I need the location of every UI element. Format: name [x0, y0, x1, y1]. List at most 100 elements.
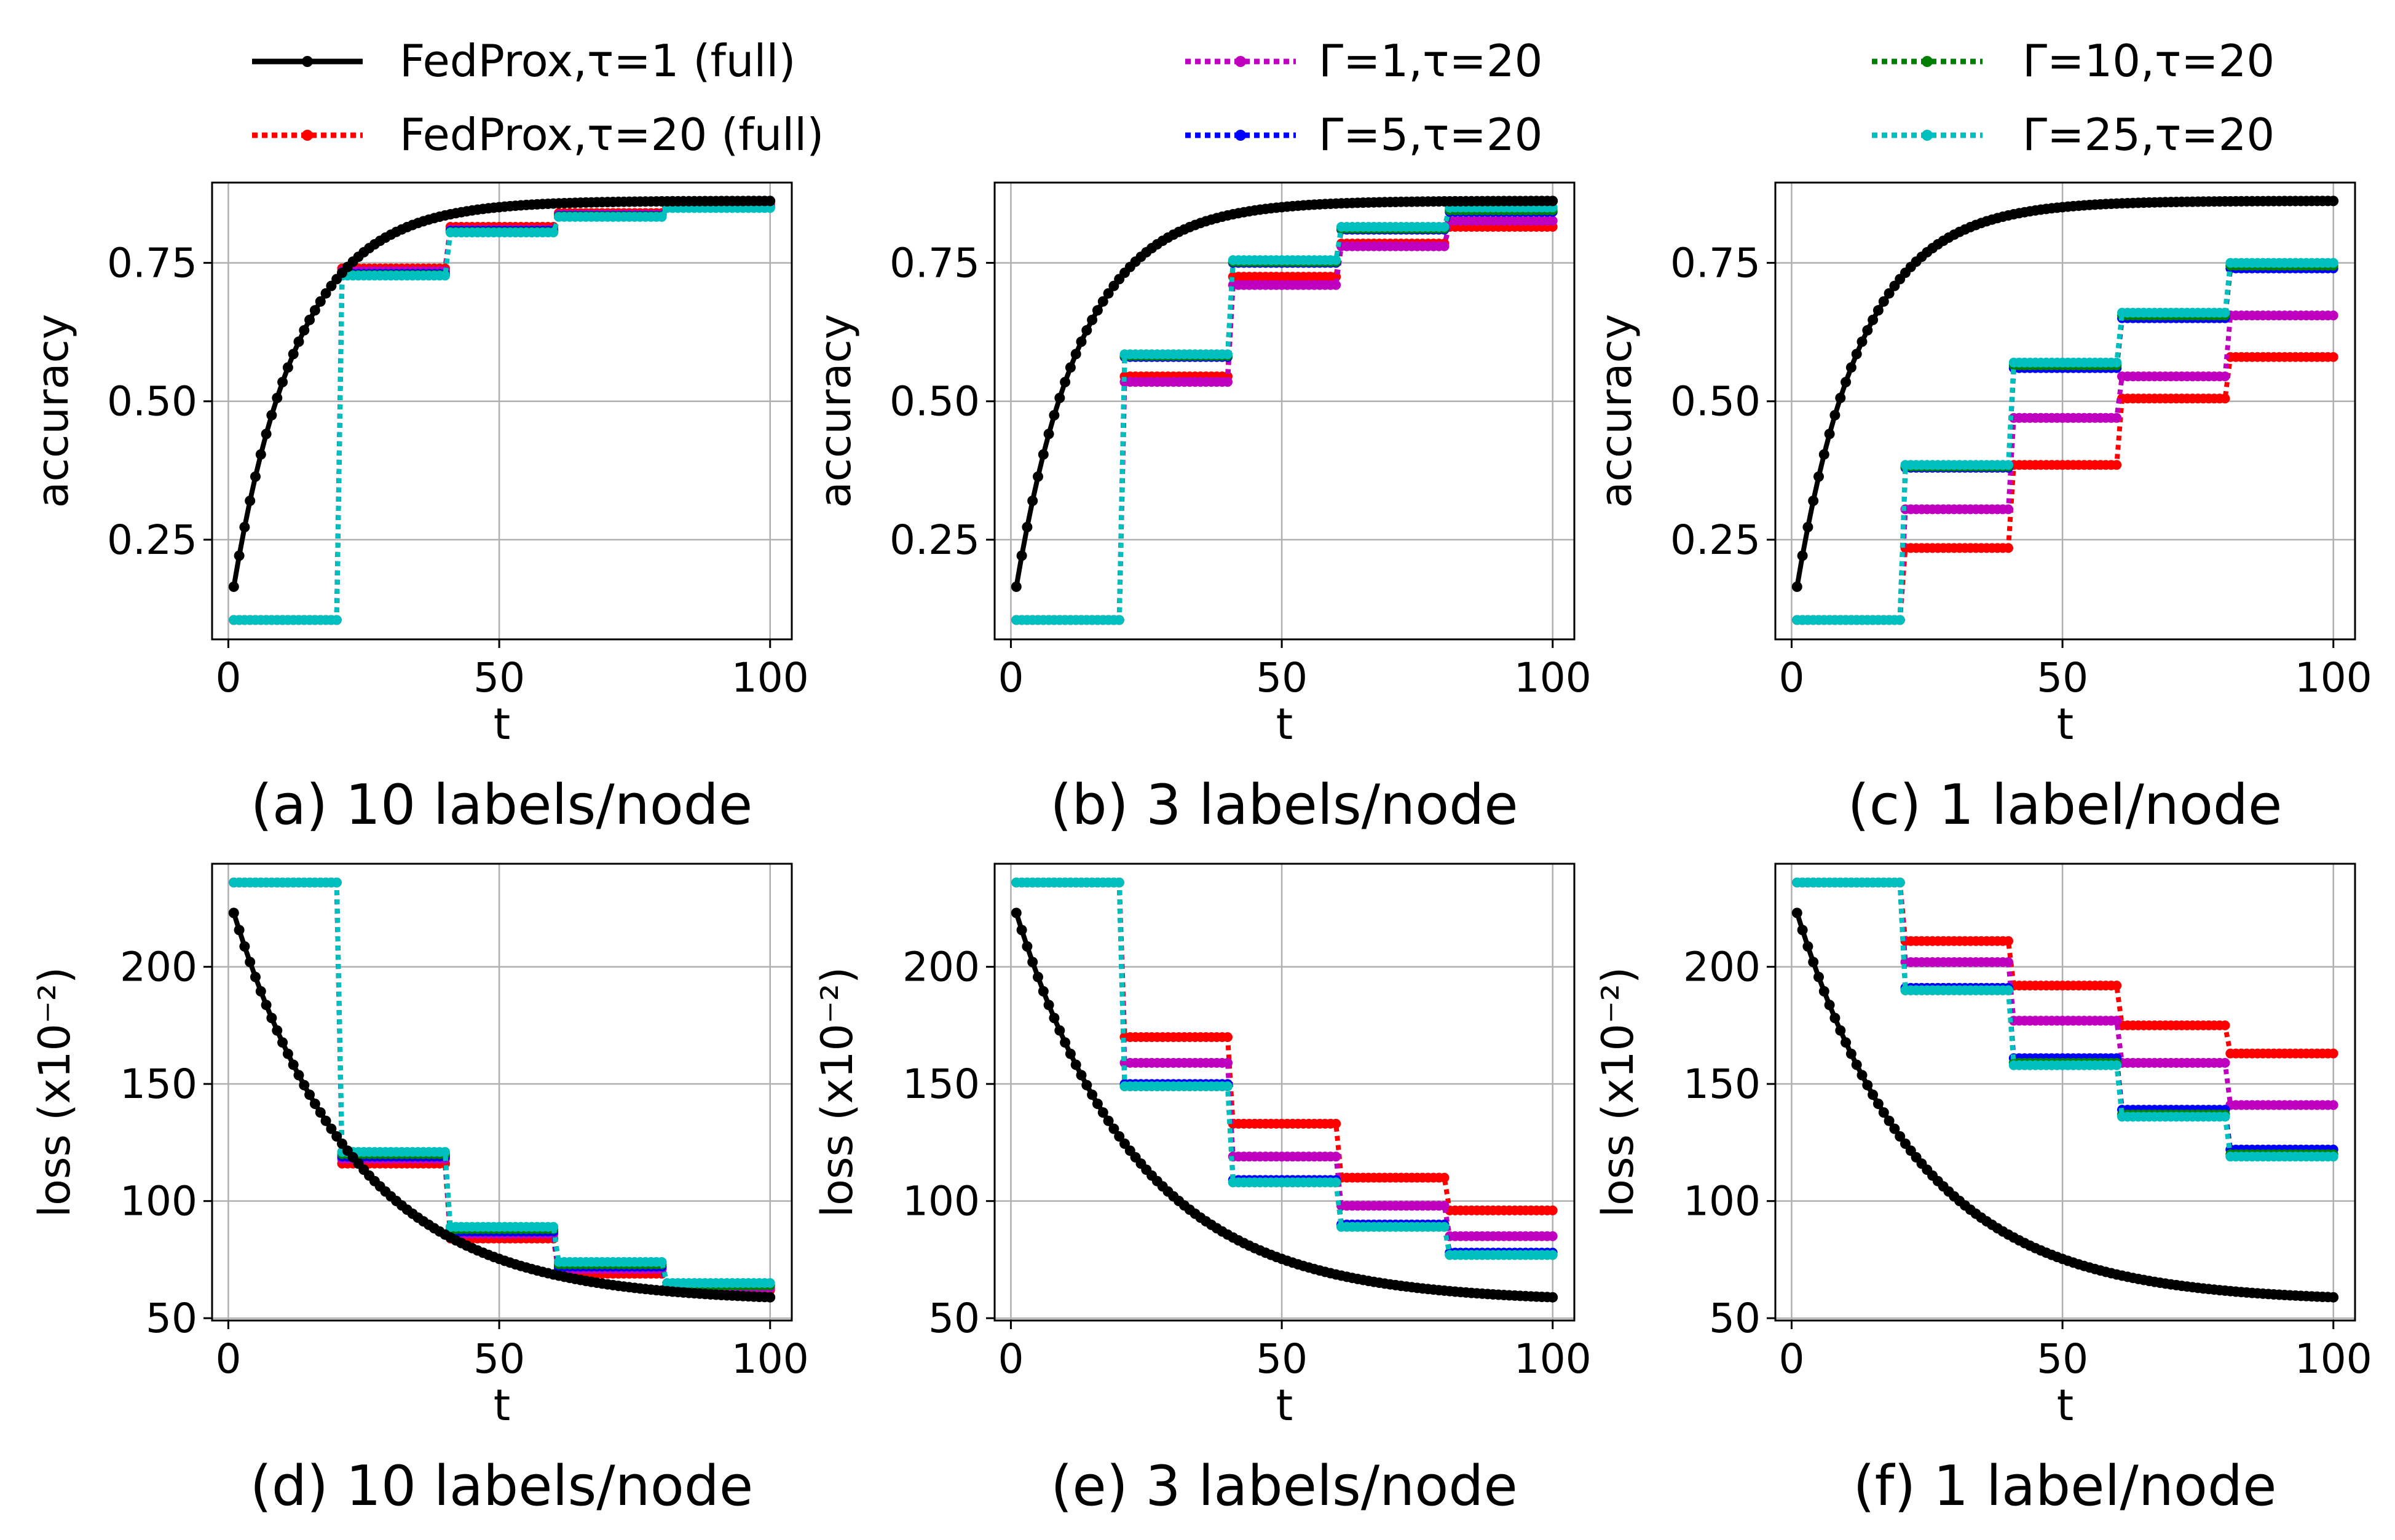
panel-b-xtick-label-0: 0 — [998, 654, 1024, 701]
panel-e-ylabel: loss (x10⁻²) — [812, 967, 862, 1218]
panel-c-point-fedprox_t1-6 — [1818, 449, 1829, 460]
panel-e-point-fedprox_t1-7 — [1043, 1000, 1054, 1011]
panel-d-point-fedprox_t1-9 — [272, 1025, 283, 1036]
panel-b-point-fedprox_t1-17 — [1097, 296, 1108, 307]
panel-f-series-g25 — [1792, 877, 2338, 1162]
panel-d-point-fedprox_t1-14 — [299, 1080, 310, 1091]
panel-f-point-fedprox_t1-2 — [1797, 925, 1808, 936]
panel-f-point-fedprox_t1-10 — [1841, 1037, 1852, 1048]
panel-c-frame — [1774, 181, 2356, 641]
panel-e-point-fedprox_t1-4 — [1027, 957, 1038, 968]
panel-e-xtick-label-2: 100 — [1514, 1335, 1592, 1383]
panel-e-point-g25-100 — [1547, 1250, 1558, 1260]
panel-b-point-g1-100 — [1547, 216, 1558, 226]
panel-d-point-fedprox_t1-15 — [304, 1089, 315, 1100]
panel-f-point-fedprox_t1-19 — [1889, 1123, 1900, 1134]
panel-d-point-g25-20 — [331, 877, 342, 888]
panel-e-point-fedprox_t20-40 — [1223, 1032, 1233, 1042]
legend-label-fedprox-t1: FedProx,τ=1 (full) — [400, 35, 796, 87]
panel-a-point-fedprox_t1-8 — [266, 409, 277, 421]
panel-f-point-fedprox_t1-14 — [1862, 1080, 1873, 1091]
panel-d-series-g25 — [229, 877, 775, 1288]
panel-d-point-fedprox_t1-18 — [320, 1115, 331, 1126]
panel-f-point-fedprox_t1-7 — [1824, 1000, 1835, 1011]
panel-b-point-fedprox_t1-11 — [1065, 362, 1076, 373]
panel-c-point-g25-20 — [1895, 615, 1905, 625]
panel-e-point-fedprox_t1-18 — [1103, 1115, 1114, 1126]
panel-b-series-fedprox_t1 — [1011, 195, 1558, 592]
panel-a: (a) 10 labels/node 0 50 100 0.25 0.50 0.75 t ac… — [28, 181, 809, 837]
panel-c-caption: (c) 1 label/node — [1848, 773, 2283, 837]
panel-e-point-fedprox_t1-3 — [1022, 941, 1033, 952]
panel-e-point-g1-100 — [1547, 1231, 1558, 1241]
panel-e-point-fedprox_t1-14 — [1081, 1080, 1092, 1091]
panel-c-point-fedprox_t1-15 — [1868, 314, 1879, 325]
panel-e-ytick-label-1: 100 — [902, 1178, 980, 1225]
panel-c-point-g1-80 — [2220, 371, 2230, 382]
panel-a-point-fedprox_t1-12 — [288, 349, 299, 360]
panel-b-point-g25-60 — [1331, 255, 1341, 266]
panel-b-point-fedprox_t1-100 — [1547, 195, 1558, 207]
panel-b-ylabel: accuracy — [810, 314, 861, 508]
panel-b-series-g25 — [1011, 202, 1558, 625]
panel-b-point-fedprox_t1-16 — [1092, 305, 1103, 316]
panel-a-point-fedprox_t1-5 — [250, 471, 261, 482]
panel-a-xlabel: t — [494, 699, 510, 749]
panel-c-ytick-label-0: 0.25 — [1670, 516, 1761, 564]
panel-d-point-fedprox_t1-3 — [239, 941, 250, 952]
panel-b-xlabel: t — [1276, 699, 1293, 749]
panel-d-point-fedprox_t1-16 — [309, 1099, 320, 1109]
panel-f-ytick-label-3: 200 — [1683, 944, 1761, 991]
panel-e-xtick-label-1: 50 — [1256, 1335, 1308, 1383]
legend: FedProx,τ=1 (full) FedProx,τ=20 (full) Γ… — [252, 35, 2275, 160]
panel-f-point-fedprox_t1-6 — [1818, 986, 1829, 997]
panel-e-point-fedprox_t1-11 — [1065, 1048, 1076, 1059]
panel-d-point-fedprox_t1-8 — [266, 1013, 277, 1024]
panel-e: (e) 3 labels/node 0 50 100 50 100 150 200 t loss… — [812, 863, 1592, 1518]
panel-c-point-fedprox_t20-100 — [2328, 352, 2338, 362]
panel-e-point-fedprox_t1-17 — [1097, 1107, 1108, 1118]
legend-marker-gamma10 — [1922, 56, 1933, 67]
panel-d-point-g25-100 — [765, 1278, 775, 1288]
panel-f-point-fedprox_t20-60 — [2112, 981, 2122, 991]
panel-c-xtick-label-1: 50 — [2037, 654, 2088, 701]
panel-a-xtick-label-1: 50 — [473, 654, 525, 701]
panel-f-point-fedprox_t1-8 — [1829, 1013, 1841, 1024]
panel-d-point-fedprox_t1-1 — [228, 907, 239, 918]
panel-b-point-g1-80 — [1439, 241, 1450, 251]
panel-a-point-fedprox_t1-14 — [299, 325, 310, 336]
panel-c-point-fedprox_t1-4 — [1808, 496, 1819, 507]
panel-d-series-fedprox_t1 — [228, 907, 776, 1303]
panel-a-point-fedprox_t1-18 — [320, 288, 331, 299]
panel-d-xlabel: t — [494, 1380, 510, 1431]
panel-b-ytick-label-1: 0.50 — [890, 378, 980, 425]
panel-b-point-fedprox_t1-4 — [1027, 496, 1038, 507]
panel-b-point-g25-20 — [1114, 615, 1124, 625]
panel-a-point-fedprox_t1-16 — [309, 305, 320, 316]
panel-e-point-g1-60 — [1331, 1151, 1341, 1162]
legend-entry-gamma1: Γ=1,τ=20 — [1185, 35, 1542, 87]
panel-a-xtick-label-2: 100 — [732, 654, 809, 701]
panel-d-frame — [211, 863, 793, 1322]
panel-d-point-fedprox_t1-12 — [288, 1059, 299, 1070]
panel-a-point-fedprox_t1-17 — [315, 296, 326, 307]
panel-e-point-fedprox_t1-2 — [1016, 925, 1027, 936]
panel-b-point-g1-60 — [1331, 280, 1341, 290]
panel-f-ytick-label-0: 50 — [1709, 1295, 1761, 1342]
panel-b-point-fedprox_t1-3 — [1022, 521, 1033, 532]
panel-e-point-g25-40 — [1223, 1081, 1233, 1091]
panel-e-point-fedprox_t1-15 — [1087, 1089, 1098, 1100]
panel-d-caption: (d) 10 labels/node — [250, 1454, 754, 1518]
panel-e-xtick-label-0: 0 — [998, 1335, 1024, 1383]
legend-marker-fedprox-t1 — [302, 56, 313, 67]
panel-e-point-fedprox_t1-13 — [1076, 1070, 1087, 1081]
panel-a-point-fedprox_t1-9 — [272, 392, 283, 403]
panel-e-caption: (e) 3 labels/node — [1051, 1454, 1518, 1518]
panel-c-point-fedprox_t1-10 — [1841, 377, 1852, 387]
panel-e-point-g1-40 — [1223, 1057, 1233, 1068]
panel-d: (d) 10 labels/node 0 50 100 50 100 150 200 t los… — [30, 863, 809, 1518]
panel-c: (c) 1 label/node 0 50 100 0.25 0.50 0.75 t accu… — [1591, 181, 2372, 837]
panel-c-xtick-label-0: 0 — [1778, 654, 1804, 701]
panel-f-point-fedprox_t1-100 — [2328, 1292, 2339, 1303]
panel-d-point-fedprox_t1-4 — [245, 957, 256, 968]
